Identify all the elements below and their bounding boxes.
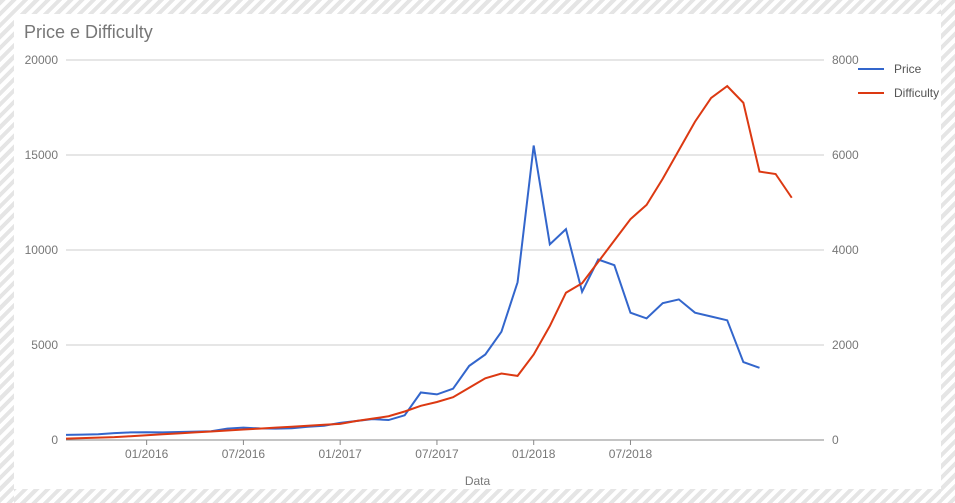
legend-swatch: [858, 92, 884, 94]
svg-text:6000: 6000: [832, 148, 859, 162]
legend-swatch: [858, 68, 884, 70]
svg-text:10000: 10000: [25, 243, 59, 257]
chart-container: { "title": "Price e Difficulty", "x_axis…: [0, 0, 955, 503]
svg-text:07/2016: 07/2016: [222, 447, 266, 461]
svg-text:2000: 2000: [832, 338, 859, 352]
svg-text:15000: 15000: [25, 148, 59, 162]
legend-label: Price: [894, 62, 921, 76]
x-axis-label: Data: [0, 474, 955, 488]
svg-text:0: 0: [832, 433, 839, 447]
svg-text:01/2017: 01/2017: [318, 447, 362, 461]
legend-item-difficulty: Difficulty: [858, 86, 939, 100]
svg-text:01/2018: 01/2018: [512, 447, 556, 461]
svg-text:0: 0: [51, 433, 58, 447]
legend: Price Difficulty: [858, 62, 939, 110]
svg-text:07/2018: 07/2018: [609, 447, 653, 461]
svg-text:8000: 8000: [832, 53, 859, 67]
legend-label: Difficulty: [894, 86, 939, 100]
svg-text:01/2016: 01/2016: [125, 447, 169, 461]
svg-text:07/2017: 07/2017: [415, 447, 459, 461]
svg-text:20000: 20000: [25, 53, 59, 67]
difficulty-series: [66, 86, 792, 438]
plot-area: 0 5000 10000 15000 20000 0 2000 4000 6000 8000 01/…: [0, 0, 955, 503]
svg-text:4000: 4000: [832, 243, 859, 257]
legend-item-price: Price: [858, 62, 939, 76]
svg-text:5000: 5000: [31, 338, 58, 352]
